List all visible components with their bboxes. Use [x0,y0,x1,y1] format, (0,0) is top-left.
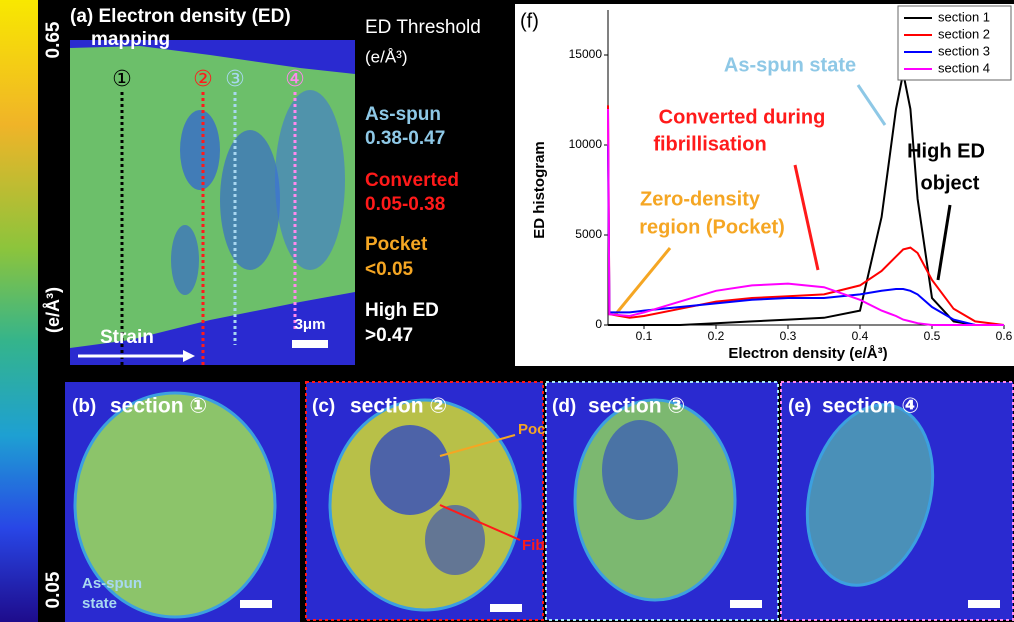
note-arrow [439,434,516,457]
series-line [607,108,1004,326]
threshold-title: ED Threshold [365,17,481,38]
y-axis-label: ED histogram [531,141,548,239]
threshold-unit: (e/Å³) [365,47,408,66]
x-axis-label: Electron density (e/Å³) [728,345,887,362]
section-marker: ① [112,66,132,91]
arrow-head [183,350,195,362]
threshold-name: As-spun [365,104,441,125]
annotation: Zero-density [640,188,761,210]
annotation: fibrillisation [653,133,766,155]
series-line [608,72,1004,326]
threshold-name: High ED [365,300,439,321]
colorbar-unit: (e/Å³) [43,287,63,333]
pocket-area [370,425,450,515]
colorbar [0,0,38,622]
panel-b: (b) section ① As-spun state [65,382,300,622]
panel-e: (e) section ④ [780,381,1014,621]
legend-label: section 2 [938,26,990,41]
pocket-area [180,110,220,190]
pocket-area [220,130,280,270]
threshold-name: Converted [365,170,459,191]
section-marker: ② [193,66,213,91]
annotation-arrow [856,84,887,126]
pocket-area [602,420,678,520]
x-tick-label: 0.4 [852,329,869,343]
annotation: region (Pocket) [639,216,785,238]
section-label: (b) [72,396,96,417]
legend-label: section 3 [938,43,990,58]
section-title: section ③ [588,395,685,418]
threshold-range: <0.05 [365,259,414,280]
section-note: state [82,595,117,612]
section-title: section ② [350,395,447,418]
scale-bar [292,340,328,348]
x-tick-label: 0.5 [924,329,941,343]
scale-bar [240,600,272,608]
panel-f: (f) Electron density (e/Å³) ED histogram… [515,4,1014,366]
legend-label: section 4 [938,60,990,75]
panel-a: ① ② ③ ④ (a) Electron density (ED) mappin… [70,6,355,365]
y-tick-label: 10000 [569,137,603,151]
section-label: (c) [312,396,335,417]
fibre-section [73,391,277,619]
scale-bar [730,600,762,608]
annotation: Converted during [659,106,826,128]
panel-title: (a) Electron density (ED) [70,6,291,27]
section-title: section ① [110,395,207,418]
section-marker: ④ [285,66,305,91]
note-arrow [439,504,521,541]
panel-title: mapping [91,29,170,50]
fibre-section [805,403,935,587]
section-note: As-spun [82,575,142,592]
threshold-range: 0.38-0.47 [365,128,445,149]
x-tick-label: 0.3 [780,329,797,343]
scale-bar [968,600,1000,608]
pocket-area [275,90,345,270]
strain-label: Strain [100,327,154,348]
y-tick-label: 0 [595,317,602,331]
series-line [607,105,1005,326]
x-tick-label: 0.1 [636,329,653,343]
x-tick-label: 0.6 [996,329,1013,343]
section-label: (d) [552,396,576,417]
annotation-arrow [936,204,952,281]
threshold-range: 0.05-0.38 [365,194,445,215]
threshold-range: >0.47 [365,325,413,346]
annotation: High ED [907,140,985,162]
threshold-name: Pocket [365,234,428,255]
scale-bar [490,604,522,612]
section-title: section ④ [822,395,919,418]
annotation-arrow [613,247,672,316]
series-line [607,144,1004,326]
colorbar-max: 0.65 [43,21,64,58]
pocket-area [425,505,485,575]
scale-label: 3μm [295,316,326,333]
y-tick-label: 15000 [569,47,603,61]
colorbar-min: 0.05 [43,571,64,608]
pocket-area [171,225,199,295]
panel-c: (c) section ② Pocket Fibril [305,381,567,621]
x-tick-label: 0.2 [708,329,725,343]
legend-label: section 1 [938,9,990,24]
panel-d: (d) section ③ [545,381,779,621]
annotation: As-spun state [724,54,856,76]
threshold-legend: ED Threshold (e/Å³) As-spun 0.38-0.47 Co… [365,17,481,346]
annotation: object [921,172,980,194]
panel-label: (f) [520,10,539,32]
section-label: (e) [788,396,811,417]
annotation-arrow [793,164,820,271]
y-tick-label: 5000 [575,227,602,241]
section-marker: ③ [225,66,245,91]
